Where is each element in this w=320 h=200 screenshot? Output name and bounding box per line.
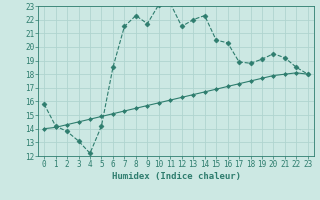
- X-axis label: Humidex (Indice chaleur): Humidex (Indice chaleur): [111, 172, 241, 181]
